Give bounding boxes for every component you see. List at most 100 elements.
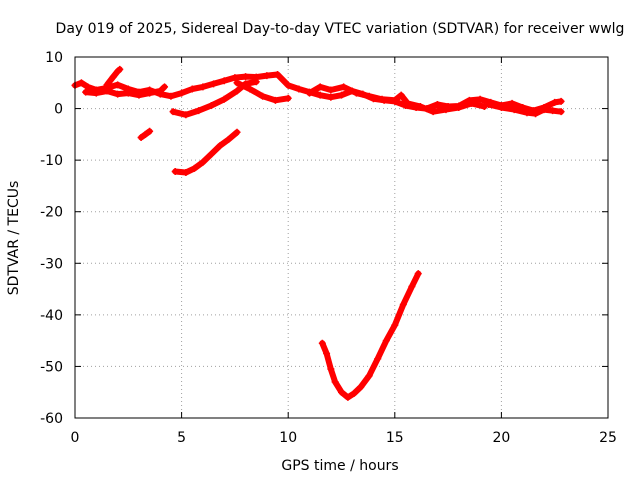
data-point bbox=[532, 110, 540, 118]
data-point bbox=[306, 89, 314, 97]
data-point bbox=[455, 104, 463, 112]
data-point bbox=[327, 93, 335, 101]
series-line bbox=[104, 66, 123, 88]
plot-frame bbox=[74, 56, 609, 419]
data-point bbox=[146, 127, 154, 135]
data-point bbox=[114, 90, 122, 98]
y-tick-label: -50 bbox=[40, 359, 63, 375]
data-point bbox=[141, 130, 149, 138]
data-point bbox=[316, 91, 324, 99]
y-tick-label: -40 bbox=[40, 308, 63, 324]
data-point bbox=[116, 65, 124, 73]
series-arc-main-b bbox=[82, 83, 169, 99]
data-point bbox=[207, 150, 215, 158]
data-point bbox=[233, 128, 241, 136]
data-point bbox=[382, 337, 390, 345]
data-point bbox=[195, 107, 203, 115]
data-point bbox=[399, 301, 407, 309]
data-point bbox=[167, 92, 175, 100]
data-point bbox=[408, 282, 416, 290]
data-point bbox=[352, 89, 360, 97]
x-tick-label: 25 bbox=[599, 430, 617, 446]
series-arc-fall bbox=[233, 79, 292, 104]
data-point bbox=[476, 95, 484, 103]
data-point bbox=[137, 133, 145, 141]
data-point bbox=[374, 355, 382, 363]
series-arc-short bbox=[137, 127, 154, 141]
series-line bbox=[306, 83, 488, 115]
data-point bbox=[259, 92, 267, 100]
data-point bbox=[169, 108, 177, 116]
data-point bbox=[190, 164, 198, 172]
data-point bbox=[182, 111, 190, 119]
data-series bbox=[71, 65, 565, 401]
data-point bbox=[178, 89, 186, 97]
data-point bbox=[188, 85, 196, 93]
data-point bbox=[549, 107, 557, 115]
data-point bbox=[523, 109, 531, 117]
data-point bbox=[350, 389, 358, 397]
series-arc-neg10 bbox=[171, 128, 241, 177]
data-point bbox=[442, 106, 450, 114]
x-tick-label: 0 bbox=[71, 430, 80, 446]
y-tick-label: -60 bbox=[40, 411, 63, 427]
data-point bbox=[109, 73, 117, 81]
y-tick-label: 10 bbox=[45, 50, 63, 66]
data-point bbox=[171, 167, 179, 175]
axis-ticks: 0 5 10 15 20 25 10 0 -10 -20 -30 -40 -50 -60 bbox=[40, 50, 617, 446]
data-point bbox=[391, 96, 399, 104]
data-point bbox=[557, 108, 565, 116]
data-point bbox=[295, 85, 303, 93]
y-tick-label: -30 bbox=[40, 256, 63, 272]
data-point bbox=[327, 86, 335, 94]
data-point bbox=[327, 365, 335, 373]
y-tick-label: 0 bbox=[54, 102, 63, 118]
data-point bbox=[416, 103, 424, 111]
series-arc-mid bbox=[306, 83, 488, 116]
data-point bbox=[146, 89, 154, 97]
data-point bbox=[391, 321, 399, 329]
data-point bbox=[551, 98, 559, 106]
data-point bbox=[114, 81, 122, 89]
series-line bbox=[319, 270, 422, 401]
data-point bbox=[429, 108, 437, 116]
data-point bbox=[331, 378, 339, 386]
y-axis-label: SDTVAR / TECUs bbox=[6, 181, 22, 296]
data-point bbox=[92, 89, 100, 97]
data-point bbox=[216, 142, 224, 150]
data-point bbox=[124, 89, 132, 97]
data-point bbox=[246, 85, 254, 93]
data-point bbox=[271, 96, 279, 104]
data-point bbox=[323, 350, 331, 358]
series-arc-dip bbox=[318, 270, 422, 401]
data-point bbox=[485, 100, 493, 108]
data-point bbox=[357, 383, 365, 391]
data-point bbox=[220, 95, 228, 103]
data-point bbox=[497, 104, 505, 112]
data-point bbox=[338, 388, 345, 396]
data-point bbox=[284, 94, 292, 102]
data-point bbox=[365, 92, 373, 100]
data-point bbox=[510, 106, 518, 114]
data-point bbox=[252, 78, 260, 86]
data-point bbox=[233, 79, 241, 87]
data-point bbox=[199, 83, 207, 91]
x-tick-label: 10 bbox=[279, 430, 297, 446]
data-point bbox=[220, 77, 228, 85]
data-point bbox=[207, 101, 215, 109]
data-point bbox=[340, 83, 348, 91]
data-point bbox=[210, 80, 218, 88]
data-point bbox=[318, 339, 326, 347]
data-point bbox=[433, 100, 441, 108]
data-point bbox=[397, 91, 405, 99]
series-line bbox=[172, 129, 240, 176]
data-point bbox=[231, 74, 239, 82]
data-point bbox=[344, 393, 352, 401]
data-point bbox=[557, 97, 565, 105]
data-point bbox=[242, 73, 250, 81]
data-point bbox=[225, 136, 233, 144]
y-tick-label: -20 bbox=[40, 205, 63, 221]
data-point bbox=[77, 79, 85, 87]
series-arc-spike bbox=[103, 65, 124, 89]
x-tick-label: 15 bbox=[386, 430, 404, 446]
